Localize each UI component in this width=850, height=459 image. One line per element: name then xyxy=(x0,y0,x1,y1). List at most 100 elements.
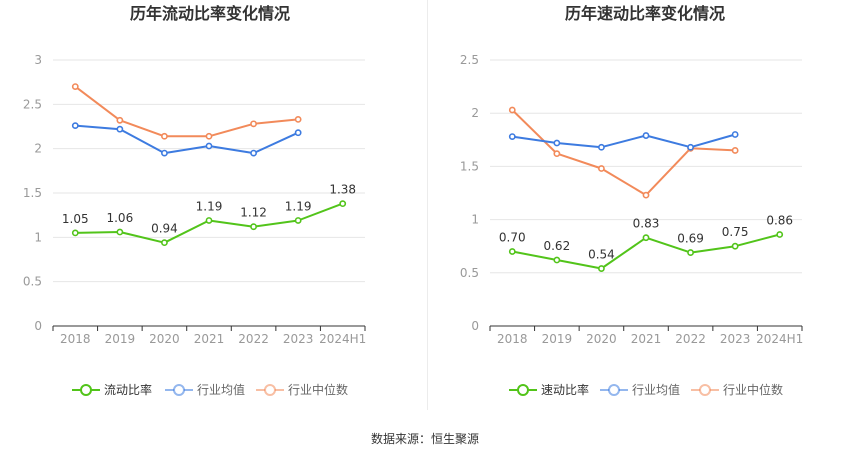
y-tick-label: 2.5 xyxy=(460,53,479,67)
legend-marker xyxy=(264,384,276,396)
data-label: 0.75 xyxy=(722,225,749,239)
data-label: 0.94 xyxy=(151,222,178,236)
series-line xyxy=(512,133,736,149)
y-tick-label: 0 xyxy=(471,319,479,333)
series-industry-average xyxy=(508,131,739,151)
data-point xyxy=(250,120,257,128)
y-tick-label: 2 xyxy=(471,106,479,120)
data-point xyxy=(598,165,605,172)
x-tick-label: 2018 xyxy=(60,332,91,346)
data-label: 0.70 xyxy=(499,231,526,245)
data-point xyxy=(205,217,213,224)
data-point xyxy=(508,248,516,255)
legend-label: 行业均值 xyxy=(197,382,245,397)
y-tick-label: 2.5 xyxy=(23,97,42,111)
legend-label: 行业均值 xyxy=(632,382,680,397)
x-tick-label: 2020 xyxy=(149,332,180,346)
x-tick-label: 2024H1 xyxy=(319,332,366,346)
data-point xyxy=(294,217,302,224)
y-tick-label: 1.5 xyxy=(460,159,479,173)
y-tick-label: 0.5 xyxy=(23,275,42,289)
data-point xyxy=(294,129,302,137)
series-industry-median xyxy=(508,106,739,199)
series-line xyxy=(75,124,299,155)
data-point xyxy=(205,132,213,140)
data-point xyxy=(250,223,257,231)
y-tick-label: 3 xyxy=(34,53,42,67)
data-label: 1.12 xyxy=(240,206,267,220)
data-label: 1.19 xyxy=(196,199,223,213)
series-line xyxy=(511,109,736,197)
data-point xyxy=(598,265,605,272)
legend-label: 行业中位数 xyxy=(723,382,783,397)
data-point xyxy=(731,242,739,250)
data-point xyxy=(161,132,168,140)
x-tick-label: 2022 xyxy=(675,332,706,346)
data-label: 1.19 xyxy=(285,199,312,213)
data-point xyxy=(116,116,124,124)
data-point xyxy=(71,229,79,237)
data-point xyxy=(339,200,347,208)
chart-panel-2: 历年速动比率变化情况 0 0.5 1 1.5 2 2.5 2018 2019 2020 2021 20… xyxy=(460,4,803,397)
data-label: 0.69 xyxy=(677,232,704,246)
data-point xyxy=(731,131,739,138)
legend-marker xyxy=(173,384,185,396)
data-label: 0.54 xyxy=(588,248,615,262)
data-point xyxy=(687,143,694,151)
data-label: 1.05 xyxy=(62,212,89,226)
chart-title: 历年速动比率变化情况 xyxy=(565,4,725,23)
x-tick-label: 2018 xyxy=(497,332,528,346)
data-point xyxy=(116,228,124,236)
y-tick-label: 1 xyxy=(34,230,42,244)
data-point xyxy=(553,150,561,158)
data-point xyxy=(294,116,302,123)
legend-label: 速动比率 xyxy=(541,382,589,397)
data-point xyxy=(116,125,124,133)
legend-label: 流动比率 xyxy=(104,382,152,397)
charts-canvas: 历年流动比率变化情况 0 0.5 1 1.5 2 2.5 3 2018 2019 2020 2021 2… xyxy=(23,4,803,397)
x-tick-label: 2021 xyxy=(194,332,225,346)
panel-divider xyxy=(427,0,428,410)
data-point xyxy=(642,191,650,199)
data-point xyxy=(508,106,516,114)
series-main: 1.05 1.06 0.94 1.19 1.12 1.19 1.38 xyxy=(62,183,356,247)
x-tick-label: 2023 xyxy=(720,332,751,346)
series-main: 0.70 0.62 0.54 0.83 0.69 0.75 0.86 xyxy=(499,213,793,272)
data-point xyxy=(598,143,605,151)
legend-marker xyxy=(699,384,711,396)
x-tick-label: 2022 xyxy=(238,332,269,346)
series-industry-median xyxy=(71,83,302,140)
series-line xyxy=(74,85,299,138)
x-tick-label: 2021 xyxy=(631,332,662,346)
data-point xyxy=(687,249,694,256)
y-tick-label: 0 xyxy=(34,319,42,333)
legend-label: 行业中位数 xyxy=(288,382,348,397)
data-point xyxy=(731,147,739,154)
chart-title: 历年流动比率变化情况 xyxy=(130,4,290,23)
data-point xyxy=(161,149,168,157)
data-label: 0.62 xyxy=(543,239,570,253)
data-point xyxy=(642,234,650,242)
legend-item: 行业均值 xyxy=(600,382,680,397)
legend-marker xyxy=(517,384,529,396)
data-label: 0.86 xyxy=(766,213,793,227)
data-point xyxy=(553,256,561,264)
x-tick-label: 2024H1 xyxy=(756,332,803,346)
source-note: 数据来源：恒生聚源 xyxy=(370,432,479,446)
x-tick-label: 2023 xyxy=(283,332,314,346)
legend-item: 行业均值 xyxy=(165,382,245,397)
data-point xyxy=(508,133,516,141)
data-point xyxy=(642,132,650,139)
y-tick-label: 1 xyxy=(471,213,479,227)
y-tick-label: 0.5 xyxy=(460,266,479,280)
data-point xyxy=(71,122,79,130)
legend-marker xyxy=(80,384,92,396)
data-point xyxy=(250,149,257,157)
x-tick-label: 2019 xyxy=(542,332,573,346)
data-label: 0.83 xyxy=(633,217,660,231)
x-tick-label: 2019 xyxy=(105,332,136,346)
data-point xyxy=(161,239,168,247)
data-label: 1.38 xyxy=(329,183,356,197)
data-point xyxy=(776,231,784,238)
legend-item: 行业中位数 xyxy=(256,382,348,397)
